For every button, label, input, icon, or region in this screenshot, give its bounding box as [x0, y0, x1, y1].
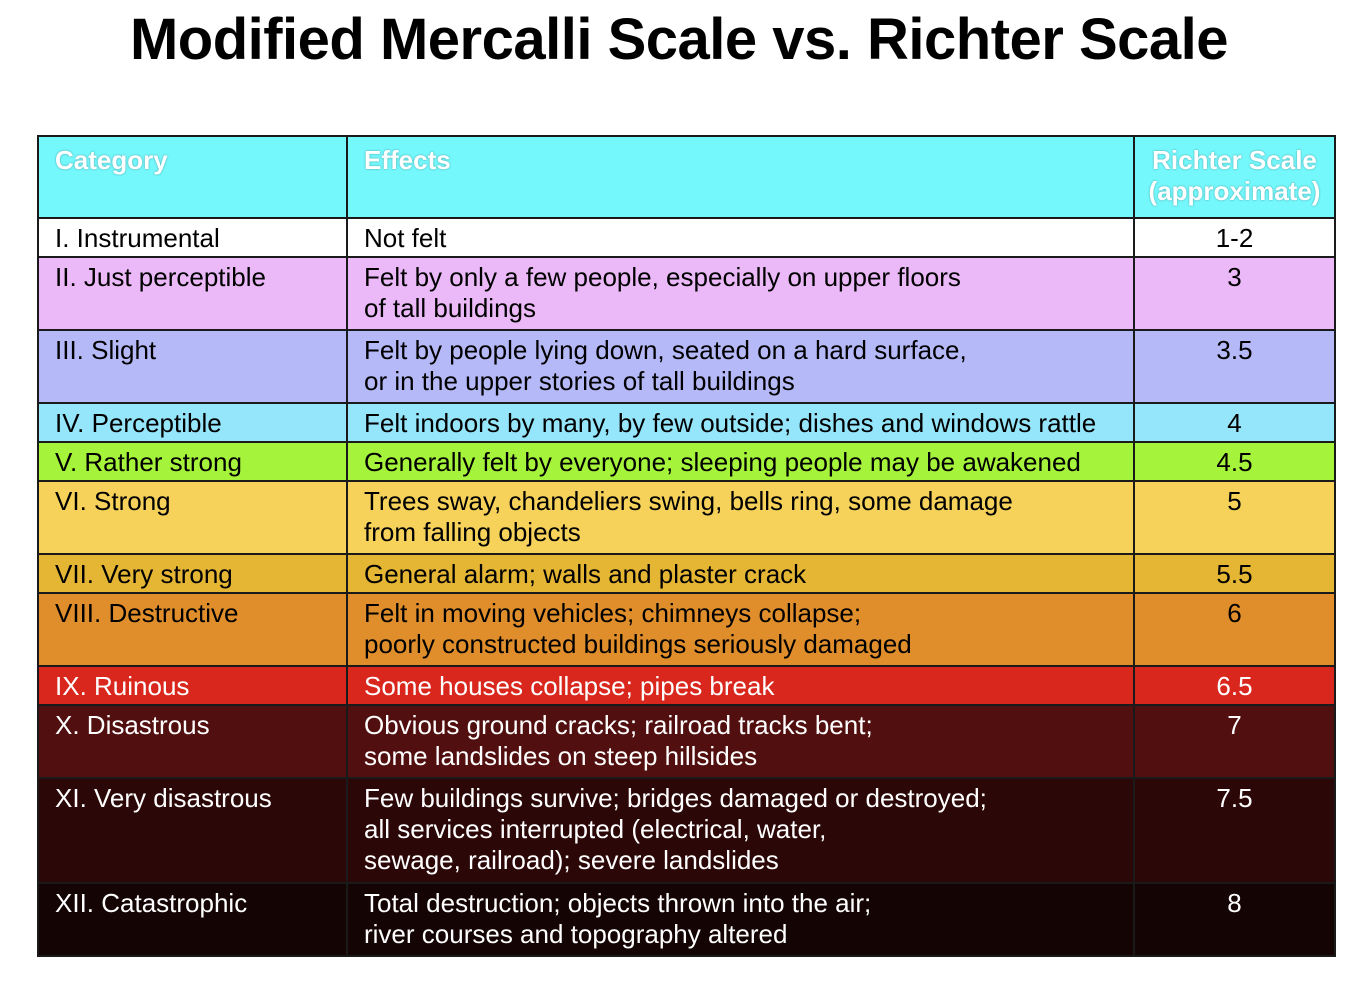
richter-cell: 6.5 [1133, 665, 1336, 706]
effects-cell: Obvious ground cracks; railroad tracks b… [346, 704, 1135, 779]
category-cell: II. Just perceptible [37, 256, 348, 331]
category-cell: IX. Ruinous [37, 665, 348, 706]
richter-cell: 3.5 [1133, 329, 1336, 404]
category-cell: I. Instrumental [37, 217, 348, 258]
column-header-category: Category [37, 135, 348, 219]
richter-cell: 4.5 [1133, 441, 1336, 482]
effects-cell: Trees sway, chandeliers swing, bells rin… [346, 480, 1135, 555]
table-row: V. Rather strong Generally felt by every… [37, 441, 1336, 482]
richter-cell: 8 [1133, 882, 1336, 957]
effects-cell: Felt indoors by many, by few outside; di… [346, 402, 1135, 443]
category-cell: IV. Perceptible [37, 402, 348, 443]
effects-cell: Felt in moving vehicles; chimneys collap… [346, 592, 1135, 667]
table-row: XII. Catastrophic Total destruction; obj… [37, 882, 1336, 957]
column-header-effects: Effects [346, 135, 1135, 219]
richter-cell: 7 [1133, 704, 1336, 779]
table-row: II. Just perceptible Felt by only a few … [37, 256, 1336, 331]
category-cell: III. Slight [37, 329, 348, 404]
richter-cell: 4 [1133, 402, 1336, 443]
effects-cell: Some houses collapse; pipes break [346, 665, 1135, 706]
effects-cell: Felt by only a few people, especially on… [346, 256, 1135, 331]
page-title: Modified Mercalli Scale vs. Richter Scal… [129, 7, 1229, 72]
richter-cell: 6 [1133, 592, 1336, 667]
table-row: X. Disastrous Obvious ground cracks; rai… [37, 704, 1336, 779]
table-row: VIII. Destructive Felt in moving vehicle… [37, 592, 1336, 667]
column-header-richter: Richter Scale (approximate) [1133, 135, 1336, 219]
effects-cell: Not felt [346, 217, 1135, 258]
category-cell: VI. Strong [37, 480, 348, 555]
richter-cell: 5.5 [1133, 553, 1336, 594]
table-row: VI. Strong Trees sway, chandeliers swing… [37, 480, 1336, 555]
richter-cell: 1-2 [1133, 217, 1336, 258]
effects-cell: Total destruction; objects thrown into t… [346, 882, 1135, 957]
category-cell: XI. Very disastrous [37, 777, 348, 884]
effects-cell: General alarm; walls and plaster crack [346, 553, 1135, 594]
table-header-row: Category Effects Richter Scale (approxim… [37, 135, 1336, 219]
table-row: III. Slight Felt by people lying down, s… [37, 329, 1336, 404]
table-row: I. Instrumental Not felt 1-2 [37, 217, 1336, 258]
richter-cell: 7.5 [1133, 777, 1336, 884]
effects-cell: Felt by people lying down, seated on a h… [346, 329, 1135, 404]
table-row: VII. Very strong General alarm; walls an… [37, 553, 1336, 594]
table-row: IV. Perceptible Felt indoors by many, by… [37, 402, 1336, 443]
category-cell: X. Disastrous [37, 704, 348, 779]
category-cell: VII. Very strong [37, 553, 348, 594]
richter-cell: 3 [1133, 256, 1336, 331]
category-cell: V. Rather strong [37, 441, 348, 482]
mercalli-richter-table: Category Effects Richter Scale (approxim… [37, 135, 1336, 957]
category-cell: XII. Catastrophic [37, 882, 348, 957]
richter-cell: 5 [1133, 480, 1336, 555]
effects-cell: Few buildings survive; bridges damaged o… [346, 777, 1135, 884]
table-row: XI. Very disastrous Few buildings surviv… [37, 777, 1336, 884]
category-cell: VIII. Destructive [37, 592, 348, 667]
table-row: IX. Ruinous Some houses collapse; pipes … [37, 665, 1336, 706]
effects-cell: Generally felt by everyone; sleeping peo… [346, 441, 1135, 482]
